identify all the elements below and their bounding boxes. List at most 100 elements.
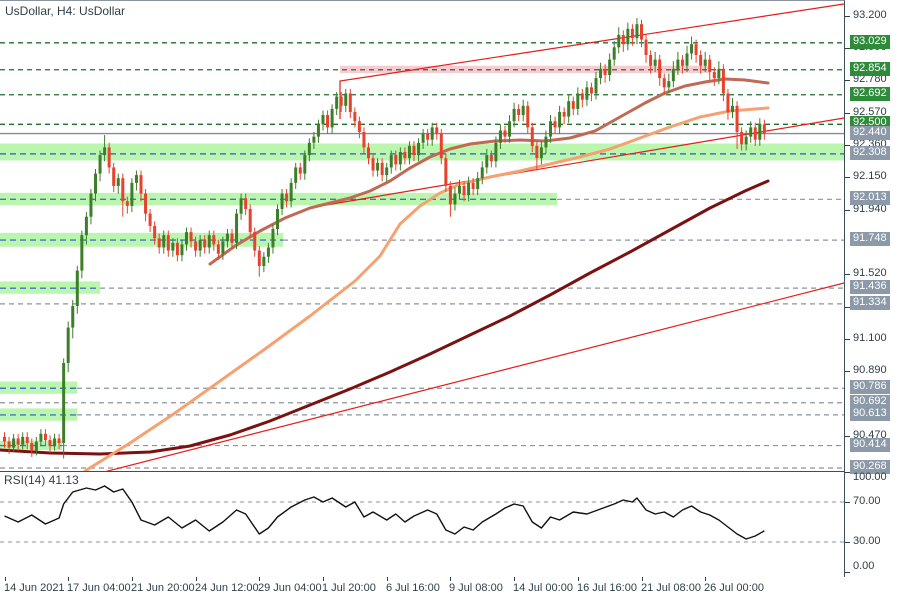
candle-bullish — [312, 136, 316, 143]
candle-bearish — [658, 59, 662, 79]
candle-bearish — [348, 93, 352, 112]
candle-bearish — [721, 68, 725, 94]
candle-bearish — [285, 193, 289, 202]
candle-bearish — [43, 433, 47, 440]
price-tick-label: 93.200 — [853, 9, 887, 21]
candle-bullish — [66, 327, 70, 363]
candle-bearish — [412, 145, 416, 156]
time-tick-mark — [450, 577, 451, 581]
trendline[interactable] — [100, 282, 844, 471]
candle-bullish — [539, 147, 543, 159]
candle-bearish — [517, 108, 521, 116]
candle-bearish — [3, 436, 6, 442]
candle-bearish — [603, 68, 607, 76]
rsi-tick-label: 70.00 — [853, 495, 881, 507]
candle-bearish — [444, 158, 448, 186]
candle-bullish — [417, 142, 421, 156]
candle-bullish — [225, 233, 229, 242]
candle-bullish — [430, 127, 434, 140]
support-resistance-zone[interactable] — [0, 143, 844, 161]
time-tick-mark — [323, 577, 324, 581]
candle-bearish — [212, 235, 216, 245]
candle-bearish — [699, 55, 703, 66]
candle-bullish — [39, 433, 43, 442]
candle-bullish — [34, 441, 38, 451]
price-chart-pane[interactable] — [0, 0, 845, 472]
rsi-indicator-pane[interactable]: RSI(14) 41.13 — [0, 471, 845, 578]
price-badge-gray: 92.308 — [850, 146, 890, 160]
candle-bearish — [562, 111, 566, 117]
ma-slow-line[interactable] — [0, 179, 770, 456]
time-tick-label: 24 Jun 12:00 — [195, 582, 259, 594]
time-tick-mark — [705, 577, 706, 581]
candle-bullish — [221, 241, 225, 254]
candle-bullish — [667, 81, 671, 88]
candle-bullish — [330, 108, 334, 128]
rsi-plot[interactable] — [0, 471, 844, 577]
ma-mid-line[interactable] — [83, 106, 770, 471]
support-resistance-zone[interactable] — [0, 192, 557, 206]
candle-bullish — [749, 127, 753, 137]
trendline[interactable] — [339, 3, 844, 119]
time-tick-label: 14 Jul 00:00 — [513, 582, 573, 594]
price-plot[interactable] — [0, 1, 844, 471]
candle-bearish — [362, 132, 366, 148]
candle-bullish — [321, 115, 325, 125]
candle-bearish — [216, 244, 220, 254]
rsi-line[interactable] — [4, 485, 765, 540]
price-axis[interactable]: 93.20092.99092.78092.57092.36092.15091.9… — [845, 0, 900, 577]
support-resistance-zone[interactable] — [0, 381, 77, 394]
candle-bearish — [644, 39, 648, 55]
time-tick-label: 17 Jun 04:00 — [67, 582, 131, 594]
candle-bearish — [489, 155, 493, 162]
candle-bearish — [30, 443, 34, 451]
time-tick-mark — [132, 577, 133, 581]
candle-bullish — [494, 142, 498, 162]
price-tick-label: 91.940 — [853, 203, 887, 215]
candle-bearish — [726, 93, 730, 112]
candle-bullish — [485, 155, 489, 168]
support-resistance-zone[interactable] — [0, 408, 77, 421]
candle-bullish — [467, 182, 471, 196]
price-tick-label: 92.780 — [853, 73, 887, 85]
candle-bearish — [708, 59, 712, 72]
candle-bullish — [703, 59, 707, 66]
candle-bearish — [462, 185, 466, 196]
candle-bearish — [57, 438, 61, 444]
candle-bullish — [94, 173, 97, 194]
candle-bullish — [21, 436, 25, 445]
candle-bullish — [71, 306, 75, 328]
candle-bullish — [626, 28, 630, 45]
candle-bearish — [640, 24, 643, 40]
candle-bearish — [248, 209, 252, 233]
candle-bullish — [276, 209, 279, 230]
price-tick-mark — [845, 307, 850, 308]
candle-bearish — [48, 440, 52, 447]
price-badge-gray: 92.440 — [850, 126, 890, 140]
candle-bearish — [25, 436, 29, 444]
time-axis[interactable]: 14 Jun 2021 17 Jun 04:00 21 Jun 20:00 24 Ju… — [0, 577, 900, 600]
candle-bearish — [530, 127, 534, 146]
candle-bullish — [690, 44, 694, 54]
candle-bearish — [148, 213, 152, 226]
price-badge-green: 93.029 — [850, 35, 890, 49]
candle-bullish — [162, 235, 166, 248]
price-tick-mark — [845, 113, 850, 114]
ma-fast-line[interactable] — [208, 77, 770, 266]
candle-bearish — [694, 44, 698, 55]
candle-bullish — [498, 130, 502, 143]
candle-bearish — [471, 182, 475, 189]
candle-bearish — [380, 162, 384, 176]
price-badge-gray: 90.414 — [850, 438, 890, 452]
price-tick-label: 92.150 — [853, 170, 887, 182]
candle-bullish — [480, 167, 484, 179]
candle-bearish — [367, 147, 370, 159]
time-tick-label: 1 Jul 20:00 — [322, 582, 376, 594]
rsi-tick-mark — [845, 542, 850, 543]
time-tick-mark — [259, 577, 260, 581]
candle-bullish — [508, 121, 512, 137]
candle-bullish — [635, 24, 639, 39]
candle-bullish — [407, 145, 411, 159]
candle-bullish — [271, 229, 275, 248]
candle-bullish — [235, 213, 239, 243]
